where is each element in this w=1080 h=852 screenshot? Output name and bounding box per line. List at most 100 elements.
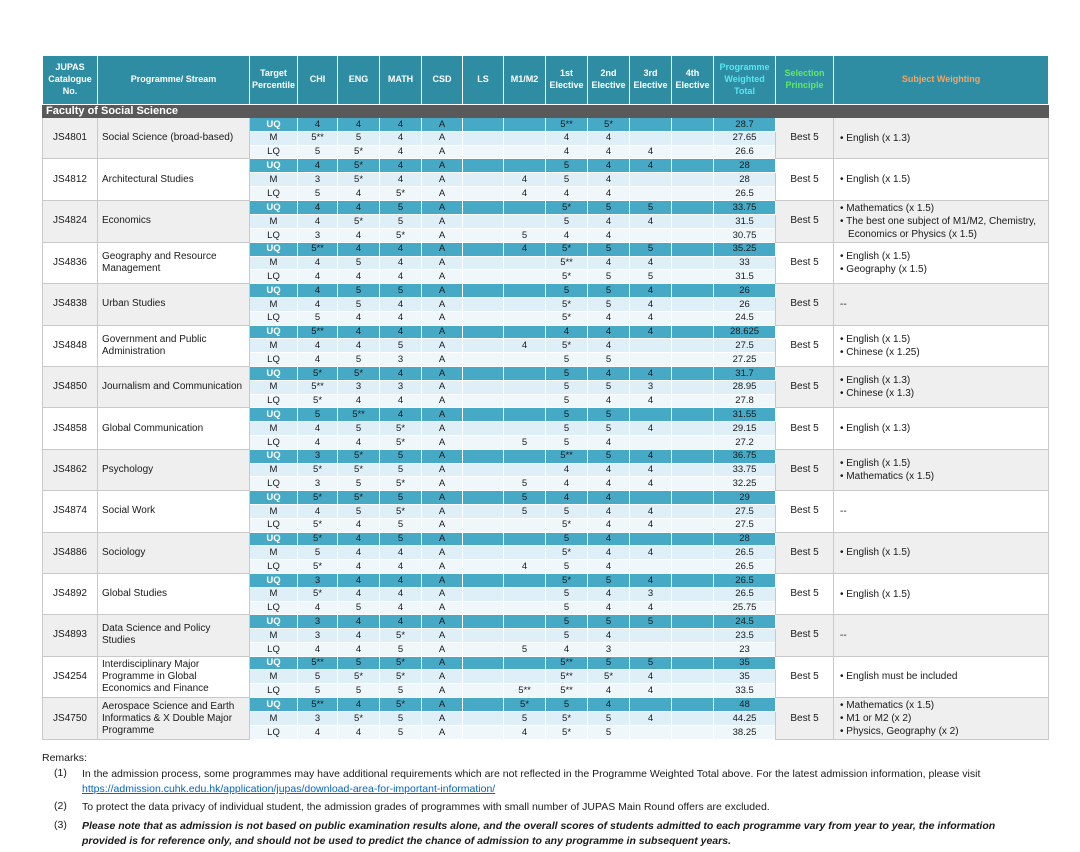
grade-cell: 3 — [629, 379, 673, 395]
programme-name: Sociology — [97, 531, 250, 574]
grade-cell — [462, 158, 505, 174]
grade-cell: 5* — [379, 655, 423, 671]
grade-cell: 5 — [297, 310, 339, 326]
grade-cell: 5 — [503, 711, 547, 727]
percentile-label: M — [248, 628, 299, 643]
subject-weighting-item: • English (x 1.5) — [840, 588, 911, 600]
grade-cell: 4 — [297, 255, 339, 271]
grade-cell: 5** — [297, 241, 339, 257]
grade-cell: 4 — [379, 255, 423, 271]
grade-cell: 4 — [337, 117, 381, 132]
subject-weighting-item: • Chinese (x 1.25) — [840, 346, 920, 358]
grade-cell: 5* — [297, 517, 339, 533]
grade-cell: 4 — [379, 130, 423, 146]
pwt-cell: 26.6 — [713, 144, 777, 160]
grade-cell: 4 — [337, 338, 381, 354]
programme-name: Psychology — [97, 448, 250, 492]
grade-cell — [671, 683, 715, 699]
grade-cell: A — [421, 697, 464, 713]
percentile-label: LQ — [248, 683, 299, 699]
programme-row: LQ 5 5* 4 A 4 4 4 26.6 — [43, 144, 1049, 160]
grade-cell: 4 — [297, 213, 339, 229]
grade-cell: 4 — [629, 476, 673, 492]
grade-cell — [629, 172, 673, 187]
grade-cell: 4 — [587, 559, 631, 574]
remark-link[interactable]: https://admission.cuhk.edu.hk/applicatio… — [82, 783, 496, 796]
grade-cell: 5 — [379, 711, 423, 727]
grade-cell: 5* — [297, 559, 339, 574]
grade-cell: 5 — [337, 296, 381, 312]
programme-row: JS4838 Urban Studies UQ 4 5 5 A 5 5 4 26 Best 5 -- — [42, 283, 1050, 326]
grade-cell — [462, 241, 505, 257]
grade-cell: 5 — [503, 434, 547, 450]
grade-cell: A — [421, 213, 464, 229]
grade-cell: 5 — [545, 628, 589, 643]
grade-cell — [671, 669, 715, 685]
pwt-cell: 28 — [713, 158, 777, 174]
grade-cell: A — [421, 448, 464, 464]
grade-cell: 3 — [297, 711, 339, 727]
grade-cell — [671, 434, 715, 450]
percentile-label: UQ — [248, 448, 299, 464]
grade-cell: 4 — [379, 172, 423, 187]
grade-cell: 5* — [545, 545, 589, 561]
grade-cell: 4 — [629, 144, 673, 160]
percentile-label: LQ — [248, 517, 299, 533]
grade-cell: 4 — [629, 572, 673, 588]
grade-cell: 5 — [587, 269, 631, 285]
grade-cell: 4 — [379, 407, 423, 423]
grade-cell: 3 — [297, 227, 339, 243]
grade-cell: 5 — [629, 241, 673, 257]
grade-cell: 4 — [337, 310, 381, 326]
percentile-label: LQ — [248, 434, 299, 450]
subject-weighting: • English (x 1.5) • Chinese (x 1.25) — [833, 324, 1050, 367]
pwt-cell: 27.65 — [713, 130, 777, 146]
selection-principle: Best 5 — [775, 572, 835, 616]
grade-cell — [671, 545, 715, 561]
grade-cell: 4 — [587, 310, 631, 326]
programme-row: JS4874 Social Work UQ 5* 5* 5 A 5 4 4 29 Best 5 -- — [42, 490, 1050, 533]
grade-cell: 4 — [587, 628, 631, 643]
grade-cell: A — [421, 144, 464, 160]
grade-cell: 4 — [587, 683, 631, 699]
grade-cell — [503, 462, 547, 478]
subject-weighting-item: • Mathematics (x 1.5) — [840, 470, 935, 482]
programme-row: LQ 5 4 4 A 5* 4 4 24.5 — [43, 310, 1049, 326]
grade-cell — [671, 476, 715, 492]
grade-cell — [671, 227, 715, 243]
programme-name: Global Communication — [97, 407, 250, 450]
grade-cell — [671, 490, 715, 505]
percentile-label: M — [248, 545, 299, 561]
grade-cell: 5 — [503, 476, 547, 492]
percentile-label: M — [248, 379, 299, 395]
pwt-cell: 38.25 — [713, 725, 777, 741]
grade-cell: 4 — [629, 600, 673, 616]
percentile-label: LQ — [248, 476, 299, 492]
grade-cell: A — [421, 365, 464, 381]
grade-cell — [462, 227, 505, 243]
grade-cell: 5 — [587, 711, 631, 727]
grade-cell: 5 — [379, 338, 423, 354]
grade-cell — [462, 393, 505, 409]
subject-weighting: • English (x 1.5) — [833, 158, 1050, 201]
grade-cell: 4 — [337, 393, 381, 409]
percentile-label: LQ — [248, 144, 299, 160]
subject-weighting-item: • Physics, Geography (x 2) — [840, 726, 959, 738]
grade-cell — [462, 503, 505, 519]
grade-cell: 5* — [379, 697, 423, 713]
programme-name: Global Studies — [97, 572, 250, 616]
grade-cell: 5* — [337, 448, 381, 464]
grade-cell: 5 — [379, 213, 423, 229]
programme-no: JS4254 — [42, 655, 98, 699]
grade-cell — [629, 697, 673, 713]
subject-weighting-item: • English (x 1.3) — [840, 423, 911, 435]
grade-cell: 4 — [629, 310, 673, 326]
pwt-cell: 27.5 — [713, 338, 777, 354]
subject-weighting: • English must be included — [833, 655, 1050, 699]
grade-cell: 5 — [545, 434, 589, 450]
subject-weighting-item: • Geography (x 1.5) — [840, 263, 927, 275]
grade-cell: 3 — [297, 614, 339, 630]
grade-cell: 5 — [545, 600, 589, 616]
grade-cell — [671, 241, 715, 257]
